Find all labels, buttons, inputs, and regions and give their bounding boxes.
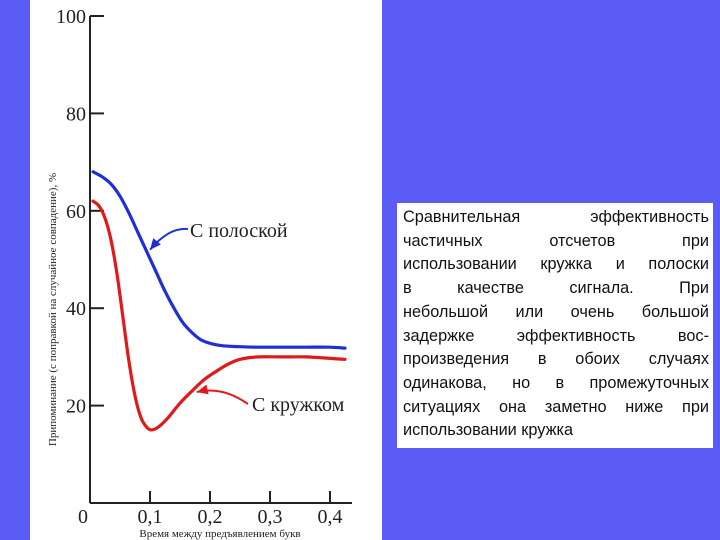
caption-line: небольшой или очень большой: [403, 302, 709, 321]
caption-line: произведения в обоих случаях: [403, 350, 709, 369]
x-tick-label: 0: [78, 506, 88, 528]
annotation-arrowhead: [150, 238, 161, 250]
series-label: С кружком: [252, 394, 345, 416]
series-line: [91, 199, 347, 432]
caption-line: в качестве сигнала. При: [403, 279, 709, 298]
caption-line: одинакова, но в промежуточных: [403, 373, 709, 392]
y-tick-label: 100: [56, 6, 86, 28]
series-line: [91, 170, 347, 350]
y-tick-label: 80: [66, 103, 86, 125]
x-tick-label: 0,1: [138, 506, 163, 528]
line-chart: 20 40 60 80 100 0 0,1 0,2 0,3 0,4 Время между пред…: [47, 6, 352, 540]
annotation-arrowhead: [196, 384, 209, 395]
caption-line: использовании кружка: [403, 421, 574, 440]
x-tick-label: 0,4: [318, 506, 343, 528]
caption-box: Сравнительная эффективность частичных от…: [397, 203, 713, 448]
x-tick-label: 0,2: [198, 506, 223, 528]
y-axis-title: Припоминание (с поправкой на случайное с…: [47, 173, 59, 446]
caption-line: Сравнительная эффективность: [403, 208, 709, 226]
y-tick-label: 60: [66, 201, 86, 223]
x-axis-title: Время между предъявлением букв: [139, 528, 300, 540]
caption-line: задержке эффективность вос-: [403, 326, 709, 345]
chart-panel: 20 40 60 80 100 0 0,1 0,2 0,3 0,4 Время между пред…: [30, 0, 382, 540]
y-tick-label: 20: [66, 396, 86, 418]
x-tick-label: 0,3: [258, 506, 283, 528]
series-label: С полоской: [190, 220, 288, 242]
caption-line: ситуациях она заметно ниже при: [403, 397, 709, 416]
y-tick-label: 40: [66, 298, 86, 320]
caption-line: частичных отсчетов при: [403, 231, 709, 250]
caption-line: использовании кружка и полоски: [403, 255, 709, 274]
